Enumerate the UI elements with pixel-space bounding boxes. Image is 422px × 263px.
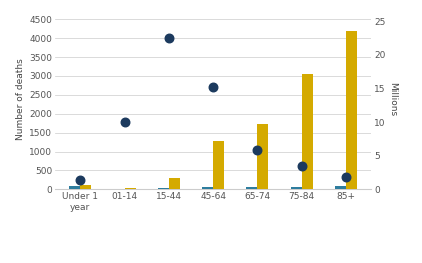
Bar [246, 187, 257, 189]
Bar [302, 74, 313, 189]
Bar [80, 185, 92, 189]
Point [121, 120, 128, 124]
Bar [202, 188, 213, 189]
Point [298, 164, 305, 168]
Bar [335, 186, 346, 189]
Bar [291, 188, 302, 189]
Point [210, 85, 216, 89]
Bar [124, 188, 135, 189]
Point [165, 36, 172, 40]
Bar [169, 178, 180, 189]
Bar [213, 141, 224, 189]
Point [343, 175, 349, 179]
Y-axis label: Millions: Millions [388, 82, 397, 116]
Bar [158, 188, 169, 189]
Point [254, 148, 261, 152]
Bar [257, 124, 268, 189]
Bar [346, 31, 357, 189]
Bar [69, 186, 80, 189]
Point [77, 178, 84, 182]
Y-axis label: Number of deaths: Number of deaths [16, 58, 25, 139]
